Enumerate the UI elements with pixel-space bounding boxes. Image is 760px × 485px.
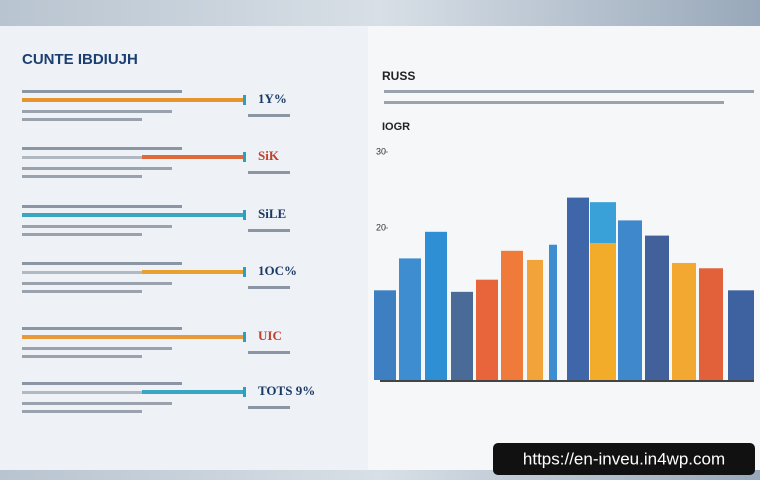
text-line — [248, 229, 290, 232]
progress-bar — [22, 213, 245, 217]
url-box — [493, 443, 755, 475]
row-label: UIC — [258, 328, 282, 343]
track — [22, 391, 245, 394]
bar — [590, 243, 616, 380]
marker — [243, 152, 246, 162]
row-label: SiLE — [258, 206, 286, 221]
progress-bar — [22, 335, 245, 339]
y-tick-label: 30 — [376, 146, 386, 156]
text-line — [22, 167, 172, 170]
progress-bar — [142, 155, 245, 159]
text-line — [248, 351, 290, 354]
text-line — [22, 290, 142, 293]
text-line — [22, 205, 182, 208]
row-label: 1Y% — [258, 91, 287, 106]
bar — [476, 279, 498, 380]
chart: RUSS IOGR 102030 — [374, 69, 754, 382]
text-line — [22, 118, 142, 121]
x-axis — [380, 380, 754, 382]
text-line — [22, 175, 142, 178]
text-line — [384, 101, 724, 104]
bar — [501, 250, 523, 380]
track — [22, 156, 245, 159]
chart-title: RUSS — [382, 69, 415, 83]
text-line — [22, 410, 142, 413]
marker — [243, 210, 246, 220]
row-label: SiK — [258, 148, 280, 163]
text-line — [22, 233, 142, 236]
y-tick-label: 20 — [376, 222, 386, 232]
row-label: 1OC% — [258, 263, 297, 278]
bar — [728, 290, 754, 380]
bar — [527, 259, 543, 380]
marker — [243, 332, 246, 342]
track — [22, 271, 245, 274]
bar — [374, 290, 396, 380]
text-line — [248, 406, 290, 409]
bar — [699, 268, 723, 380]
progress-bar — [142, 390, 245, 394]
bar — [645, 235, 669, 380]
text-line — [384, 90, 754, 93]
row-label: TOTS 9% — [258, 383, 315, 398]
bar-segment — [590, 202, 616, 244]
y-axis-label: IOGR — [382, 121, 410, 133]
text-line — [22, 262, 182, 265]
progress-bar — [142, 270, 245, 274]
progress-rows: 1Y% SiK SiLE 1OC% UIC TOTS 9% — [22, 90, 315, 413]
bar — [399, 258, 421, 380]
text-line — [22, 347, 172, 350]
url: https://en-inveu.in4wp.com — [523, 449, 725, 468]
bar — [425, 231, 447, 380]
text-line — [22, 147, 182, 150]
text-line — [22, 225, 172, 228]
bar — [672, 262, 696, 380]
text-line — [22, 382, 182, 385]
title: CUNTE IBDIUJH — [22, 51, 138, 68]
marker — [243, 267, 246, 277]
bar — [451, 291, 473, 380]
progress-bar — [22, 98, 245, 102]
text-line — [248, 171, 290, 174]
marker — [243, 387, 246, 397]
text-line — [22, 355, 142, 358]
text-line — [22, 90, 182, 93]
bar — [549, 244, 557, 380]
bar — [618, 220, 642, 380]
text-line — [248, 286, 290, 289]
bar — [567, 197, 589, 380]
text-line — [22, 327, 182, 330]
text-line — [22, 402, 172, 405]
text-line — [22, 282, 172, 285]
text-line — [248, 114, 290, 117]
marker — [243, 95, 246, 105]
text-line — [22, 110, 172, 113]
